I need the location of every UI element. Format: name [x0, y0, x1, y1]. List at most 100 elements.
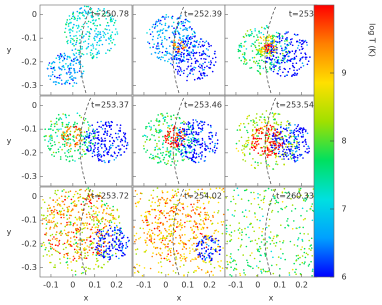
particle [96, 57, 98, 59]
particle [76, 137, 78, 139]
particle [97, 245, 99, 247]
particle [164, 228, 166, 230]
particle [280, 53, 282, 55]
particle [65, 114, 67, 116]
particle [85, 190, 87, 192]
particle [184, 226, 186, 228]
particle [92, 143, 94, 145]
particle [286, 206, 288, 208]
particle [74, 258, 76, 260]
particle [116, 244, 118, 246]
particle [121, 231, 123, 233]
particle [198, 127, 200, 129]
particle [171, 146, 173, 148]
particle [262, 47, 264, 49]
particle [266, 133, 268, 135]
particle [94, 30, 96, 32]
particle [193, 225, 195, 227]
particle [125, 247, 127, 249]
particle [109, 257, 111, 259]
particle [227, 261, 229, 263]
particle [152, 232, 154, 234]
particle [239, 228, 241, 230]
particle [254, 28, 256, 30]
particle [257, 39, 259, 41]
particle [150, 240, 152, 242]
particle [172, 189, 174, 191]
particle [55, 152, 57, 154]
particle [165, 51, 167, 53]
particle [297, 245, 299, 247]
particle [282, 72, 284, 74]
particle [182, 134, 184, 136]
particle [298, 136, 300, 138]
particle [290, 124, 292, 126]
particle [200, 211, 202, 213]
particle [183, 73, 185, 75]
particle [203, 50, 205, 52]
particle [280, 248, 282, 250]
particle [260, 32, 262, 34]
particle [172, 124, 174, 126]
particle [52, 129, 54, 131]
particle [262, 113, 264, 115]
particle [57, 77, 59, 79]
particle [99, 139, 101, 141]
particle [179, 71, 181, 73]
particle [175, 137, 177, 139]
particle [295, 269, 297, 271]
particle [66, 262, 68, 264]
particle [97, 31, 99, 33]
particle [161, 190, 163, 192]
particle [95, 211, 97, 213]
particle [103, 151, 105, 153]
particle [44, 244, 46, 246]
particle [259, 119, 261, 121]
particle [106, 147, 108, 149]
particle [272, 40, 274, 42]
particle [68, 115, 70, 117]
particle [138, 272, 140, 274]
particle [261, 241, 263, 243]
particle [88, 124, 90, 126]
particle [180, 240, 182, 242]
particle [189, 21, 191, 23]
particle [110, 155, 112, 157]
particle [236, 143, 238, 145]
particle [248, 200, 250, 202]
particle [271, 126, 273, 128]
particle [184, 22, 186, 24]
particle [199, 52, 201, 54]
particle [273, 119, 275, 121]
particle [75, 77, 77, 79]
particle [48, 141, 50, 143]
particle [180, 122, 182, 124]
particle [93, 149, 95, 151]
particle [263, 39, 265, 41]
particle [86, 23, 88, 25]
particle [255, 161, 257, 163]
particle [193, 55, 195, 57]
particle [306, 152, 308, 154]
x-tick-label: -0.1 [43, 281, 59, 290]
particle [106, 233, 108, 235]
particle [201, 154, 203, 156]
particle [202, 41, 204, 43]
particle [118, 217, 120, 219]
particle [208, 245, 210, 247]
particle [150, 129, 152, 131]
particle [92, 156, 94, 158]
particle [61, 83, 63, 85]
particle [263, 47, 265, 49]
particle [64, 204, 66, 206]
particle [79, 219, 81, 221]
particle [179, 224, 181, 226]
particle [190, 220, 192, 222]
particle [248, 123, 250, 125]
particle [197, 46, 199, 48]
particle [272, 210, 274, 212]
particle [63, 217, 65, 219]
particle [179, 53, 181, 55]
particle [100, 239, 102, 241]
particle [182, 21, 184, 23]
